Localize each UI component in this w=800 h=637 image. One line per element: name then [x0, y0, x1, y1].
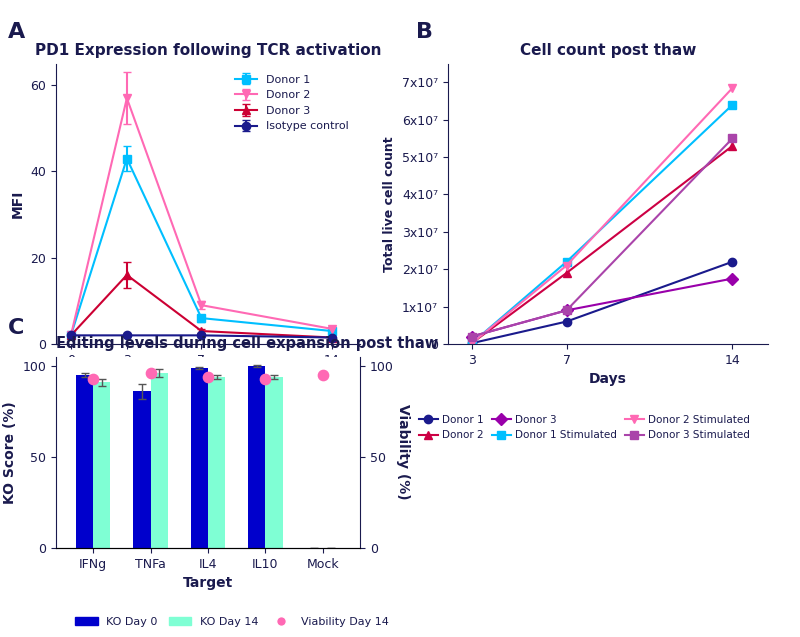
Bar — [208, 376, 226, 548]
Title: Cell count post thaw: Cell count post thaw — [520, 43, 696, 59]
Point — [259, 373, 272, 383]
X-axis label: Time post thaw (days): Time post thaw (days) — [121, 372, 295, 386]
Donor 1 — [728, 258, 738, 266]
Donor 1 Stimulated — [728, 101, 738, 109]
Legend: KO Day 0, KO Day 14, Viability Day 14: KO Day 0, KO Day 14, Viability Day 14 — [71, 613, 393, 631]
Y-axis label: MFI: MFI — [11, 190, 25, 218]
Donor 1 Stimulated — [562, 258, 571, 266]
Y-axis label: KO Score (%): KO Score (%) — [3, 401, 17, 504]
Text: A: A — [8, 22, 26, 42]
Donor 1 — [467, 340, 477, 347]
Donor 1 Stimulated — [467, 340, 477, 347]
Line: Donor 3 Stimulated: Donor 3 Stimulated — [467, 134, 737, 341]
Bar — [94, 382, 110, 548]
Point — [87, 373, 100, 383]
Donor 2 Stimulated — [467, 340, 477, 347]
Donor 3 Stimulated — [562, 306, 571, 314]
Y-axis label: Viability (%): Viability (%) — [396, 404, 410, 500]
Legend: Donor 1, Donor 2, Donor 3, Isotype control: Donor 1, Donor 2, Donor 3, Isotype contr… — [230, 69, 354, 137]
Point — [202, 371, 214, 382]
Bar — [76, 375, 94, 548]
Donor 3 Stimulated — [467, 333, 477, 340]
Donor 2 — [728, 142, 738, 150]
Point — [144, 368, 157, 378]
Bar — [190, 368, 208, 548]
Legend: Donor 1, Donor 2, Donor 3, Donor 1 Stimulated, Donor 2 Stimulated, Donor 3 Stimu: Donor 1, Donor 2, Donor 3, Donor 1 Stimu… — [415, 411, 754, 445]
Donor 3 — [728, 275, 738, 282]
Line: Donor 1 Stimulated: Donor 1 Stimulated — [467, 101, 737, 347]
X-axis label: Target: Target — [183, 576, 233, 590]
Donor 1 — [562, 318, 571, 326]
Bar — [134, 391, 150, 548]
Y-axis label: Total live cell count: Total live cell count — [383, 136, 397, 271]
Donor 2 Stimulated — [562, 262, 571, 269]
Text: C: C — [8, 318, 24, 338]
Point — [316, 370, 329, 380]
Bar — [150, 373, 168, 548]
Bar — [266, 376, 282, 548]
Line: Donor 2 Stimulated: Donor 2 Stimulated — [467, 84, 737, 347]
X-axis label: Days: Days — [589, 372, 627, 386]
Bar — [248, 366, 266, 548]
Line: Donor 1: Donor 1 — [467, 257, 737, 347]
Donor 2 — [467, 340, 477, 347]
Donor 3 — [562, 306, 571, 314]
Text: B: B — [416, 22, 433, 42]
Donor 2 Stimulated — [728, 84, 738, 92]
Line: Donor 2: Donor 2 — [467, 142, 737, 347]
Title: PD1 Expression following TCR activation: PD1 Expression following TCR activation — [34, 43, 382, 59]
Text: Editing levels during cell expansion post thaw: Editing levels during cell expansion pos… — [56, 336, 438, 352]
Donor 3 — [467, 333, 477, 340]
Donor 3 Stimulated — [728, 134, 738, 142]
Donor 2 — [562, 269, 571, 277]
Line: Donor 3: Donor 3 — [467, 275, 737, 341]
